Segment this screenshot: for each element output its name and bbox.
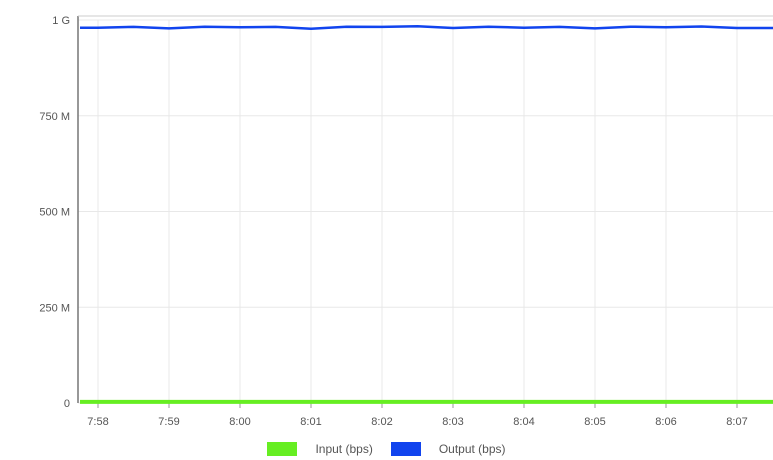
- series-line-output: [80, 25, 773, 31]
- legend-swatch-output: [390, 442, 421, 456]
- x-tick-label: 8:06: [655, 416, 676, 428]
- x-tick-label: 8:07: [726, 416, 747, 428]
- x-tick-label: 8:04: [513, 416, 534, 428]
- x-tick-label: 8:01: [300, 416, 321, 428]
- x-axis-ticks: 7:58 7:59 8:00 8:01 8:02 8:03 8:04 8:05 8:06 8:07: [87, 403, 748, 428]
- legend-label-input: Input (bps): [315, 442, 373, 456]
- x-tick-label: 7:58: [87, 416, 108, 428]
- legend-item-output: Output (bps): [390, 442, 506, 456]
- y-tick-label: 1 G: [52, 15, 70, 27]
- y-axis-ticks: 0 250 M 500 M 750 M 1 G: [39, 15, 70, 410]
- x-tick-label: 8:03: [442, 416, 463, 428]
- traffic-chart: 0 250 M 500 M 750 M 1 G 7:58 7:59 8:00 8:01 8:02…: [39, 15, 773, 428]
- series-lines: [80, 25, 773, 404]
- y-tick-label: 0: [64, 398, 70, 410]
- x-tick-label: 8:05: [584, 416, 605, 428]
- y-tick-label: 250 M: [39, 302, 70, 314]
- legend-item-input: Input (bps): [267, 442, 373, 456]
- x-tick-label: 8:02: [371, 416, 392, 428]
- grid-lines: [78, 19, 773, 404]
- y-tick-label: 750 M: [39, 111, 70, 123]
- axes: [77, 15, 773, 403]
- legend: Input (bps) Output (bps): [0, 438, 773, 460]
- x-tick-label: 7:59: [158, 416, 179, 428]
- x-tick-label: 8:00: [229, 416, 250, 428]
- legend-label-output: Output (bps): [438, 442, 506, 456]
- y-tick-label: 500 M: [39, 207, 70, 219]
- legend-swatch-input: [267, 442, 298, 456]
